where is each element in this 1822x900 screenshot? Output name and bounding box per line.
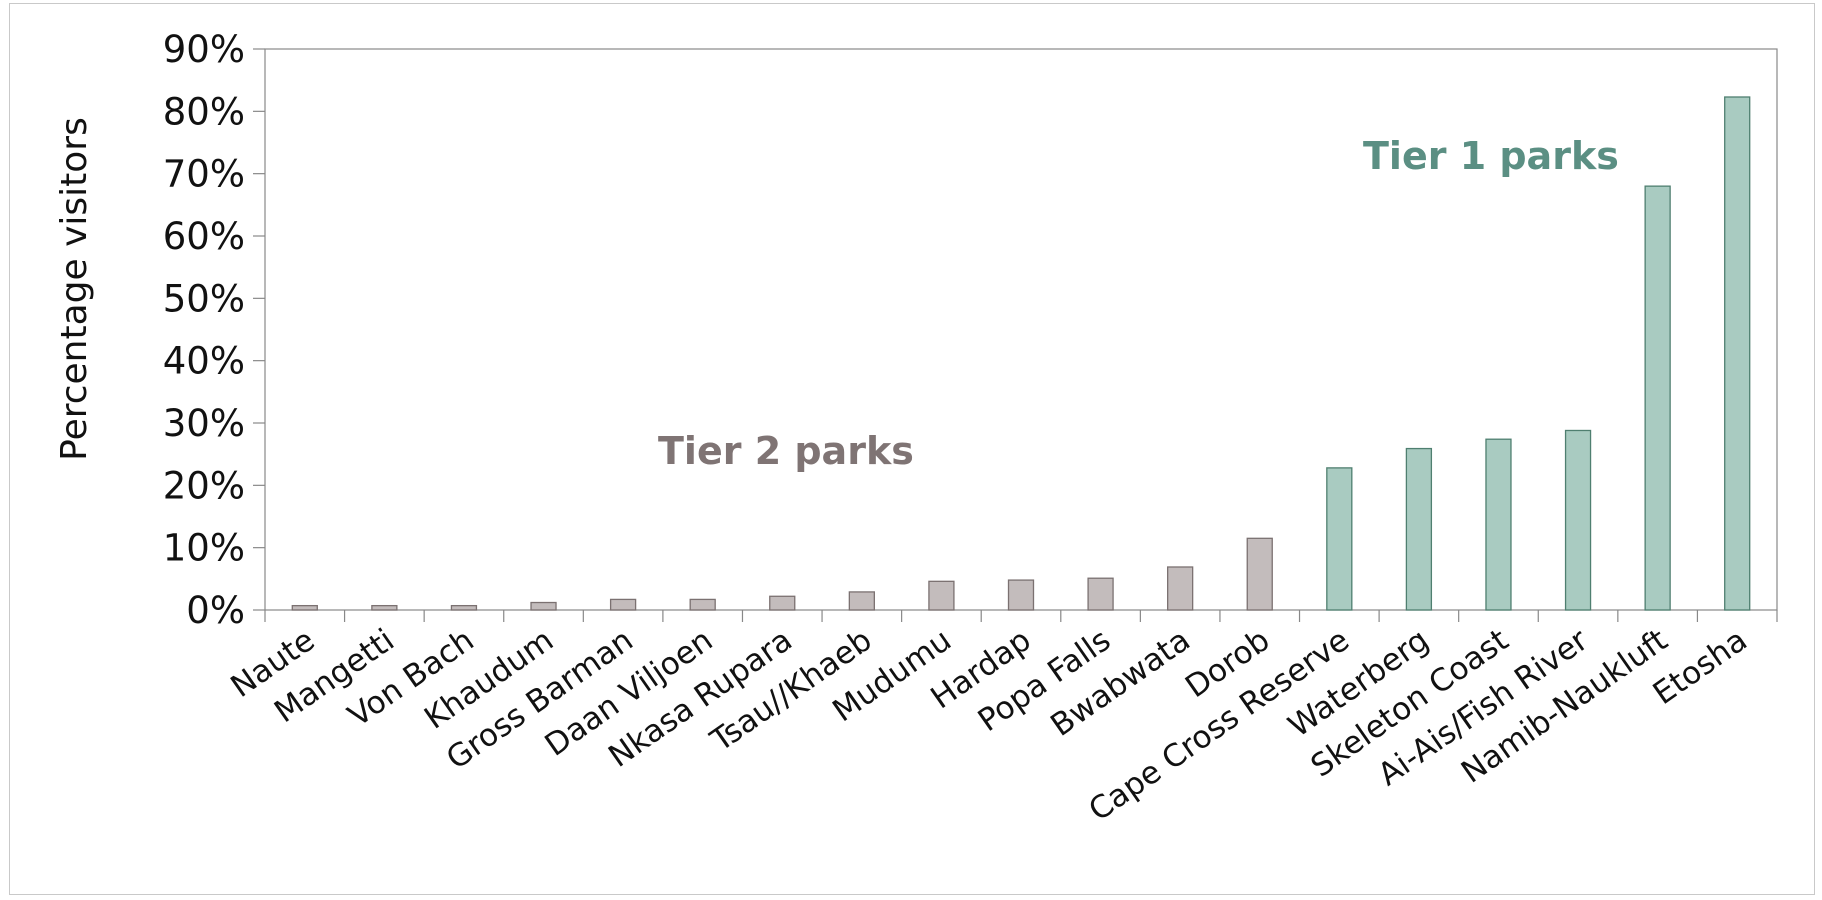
bar-ai-ais-fish-river bbox=[1564, 429, 1592, 611]
y-tick-label: 60% bbox=[163, 215, 245, 258]
bar-mangetti bbox=[371, 604, 398, 611]
y-axis-ticks: 0% 10% 20% 30% 40% 50% 60% 70% 80% 90% bbox=[163, 28, 265, 632]
bars bbox=[291, 96, 1751, 611]
bar-skeleton-coast bbox=[1485, 438, 1512, 611]
bar-von-bach bbox=[450, 604, 478, 611]
y-tick-label: 30% bbox=[163, 402, 245, 445]
y-tick-label: 80% bbox=[163, 90, 245, 133]
bar-etosha bbox=[1724, 96, 1751, 611]
bar-waterberg bbox=[1405, 447, 1433, 611]
bar-chart: 0% 10% 20% 30% 40% 50% 60% 70% 80% 90% NauteMange… bbox=[54, 28, 1778, 829]
bar-dorob bbox=[1246, 537, 1273, 611]
bar-daan-viljoen bbox=[689, 598, 716, 611]
bar-mudumu bbox=[928, 580, 955, 611]
y-tick-label: 50% bbox=[163, 277, 245, 320]
y-tick-label: 20% bbox=[163, 464, 245, 507]
bar-popa-falls bbox=[1087, 577, 1114, 611]
bar-khaudum bbox=[530, 601, 557, 611]
bar-naute bbox=[291, 604, 318, 611]
bar-tsau-khaeb bbox=[848, 591, 875, 611]
bar-namib-naukluft bbox=[1644, 185, 1671, 611]
y-axis-title: Percentage visitors bbox=[54, 117, 95, 461]
chart-frame: 0% 10% 20% 30% 40% 50% 60% 70% 80% 90% Naute Mange… bbox=[9, 3, 1815, 895]
bar-hardap bbox=[1007, 579, 1035, 611]
y-tick-label: 70% bbox=[163, 153, 245, 196]
annotation-tier-1: Tier 1 parks bbox=[1363, 134, 1619, 178]
y-tick-label: 10% bbox=[163, 527, 245, 570]
y-tick-label: 90% bbox=[163, 28, 245, 71]
annotation-tier-2: Tier 2 parks bbox=[658, 429, 914, 473]
bar-cape-cross-reserve bbox=[1326, 467, 1353, 611]
bar-gross-barman bbox=[609, 598, 637, 611]
y-tick-label: 0% bbox=[186, 589, 245, 632]
y-tick-label: 40% bbox=[163, 340, 245, 383]
bar-nkasa-rupara bbox=[769, 595, 796, 611]
bar-bwabwata bbox=[1167, 566, 1194, 611]
